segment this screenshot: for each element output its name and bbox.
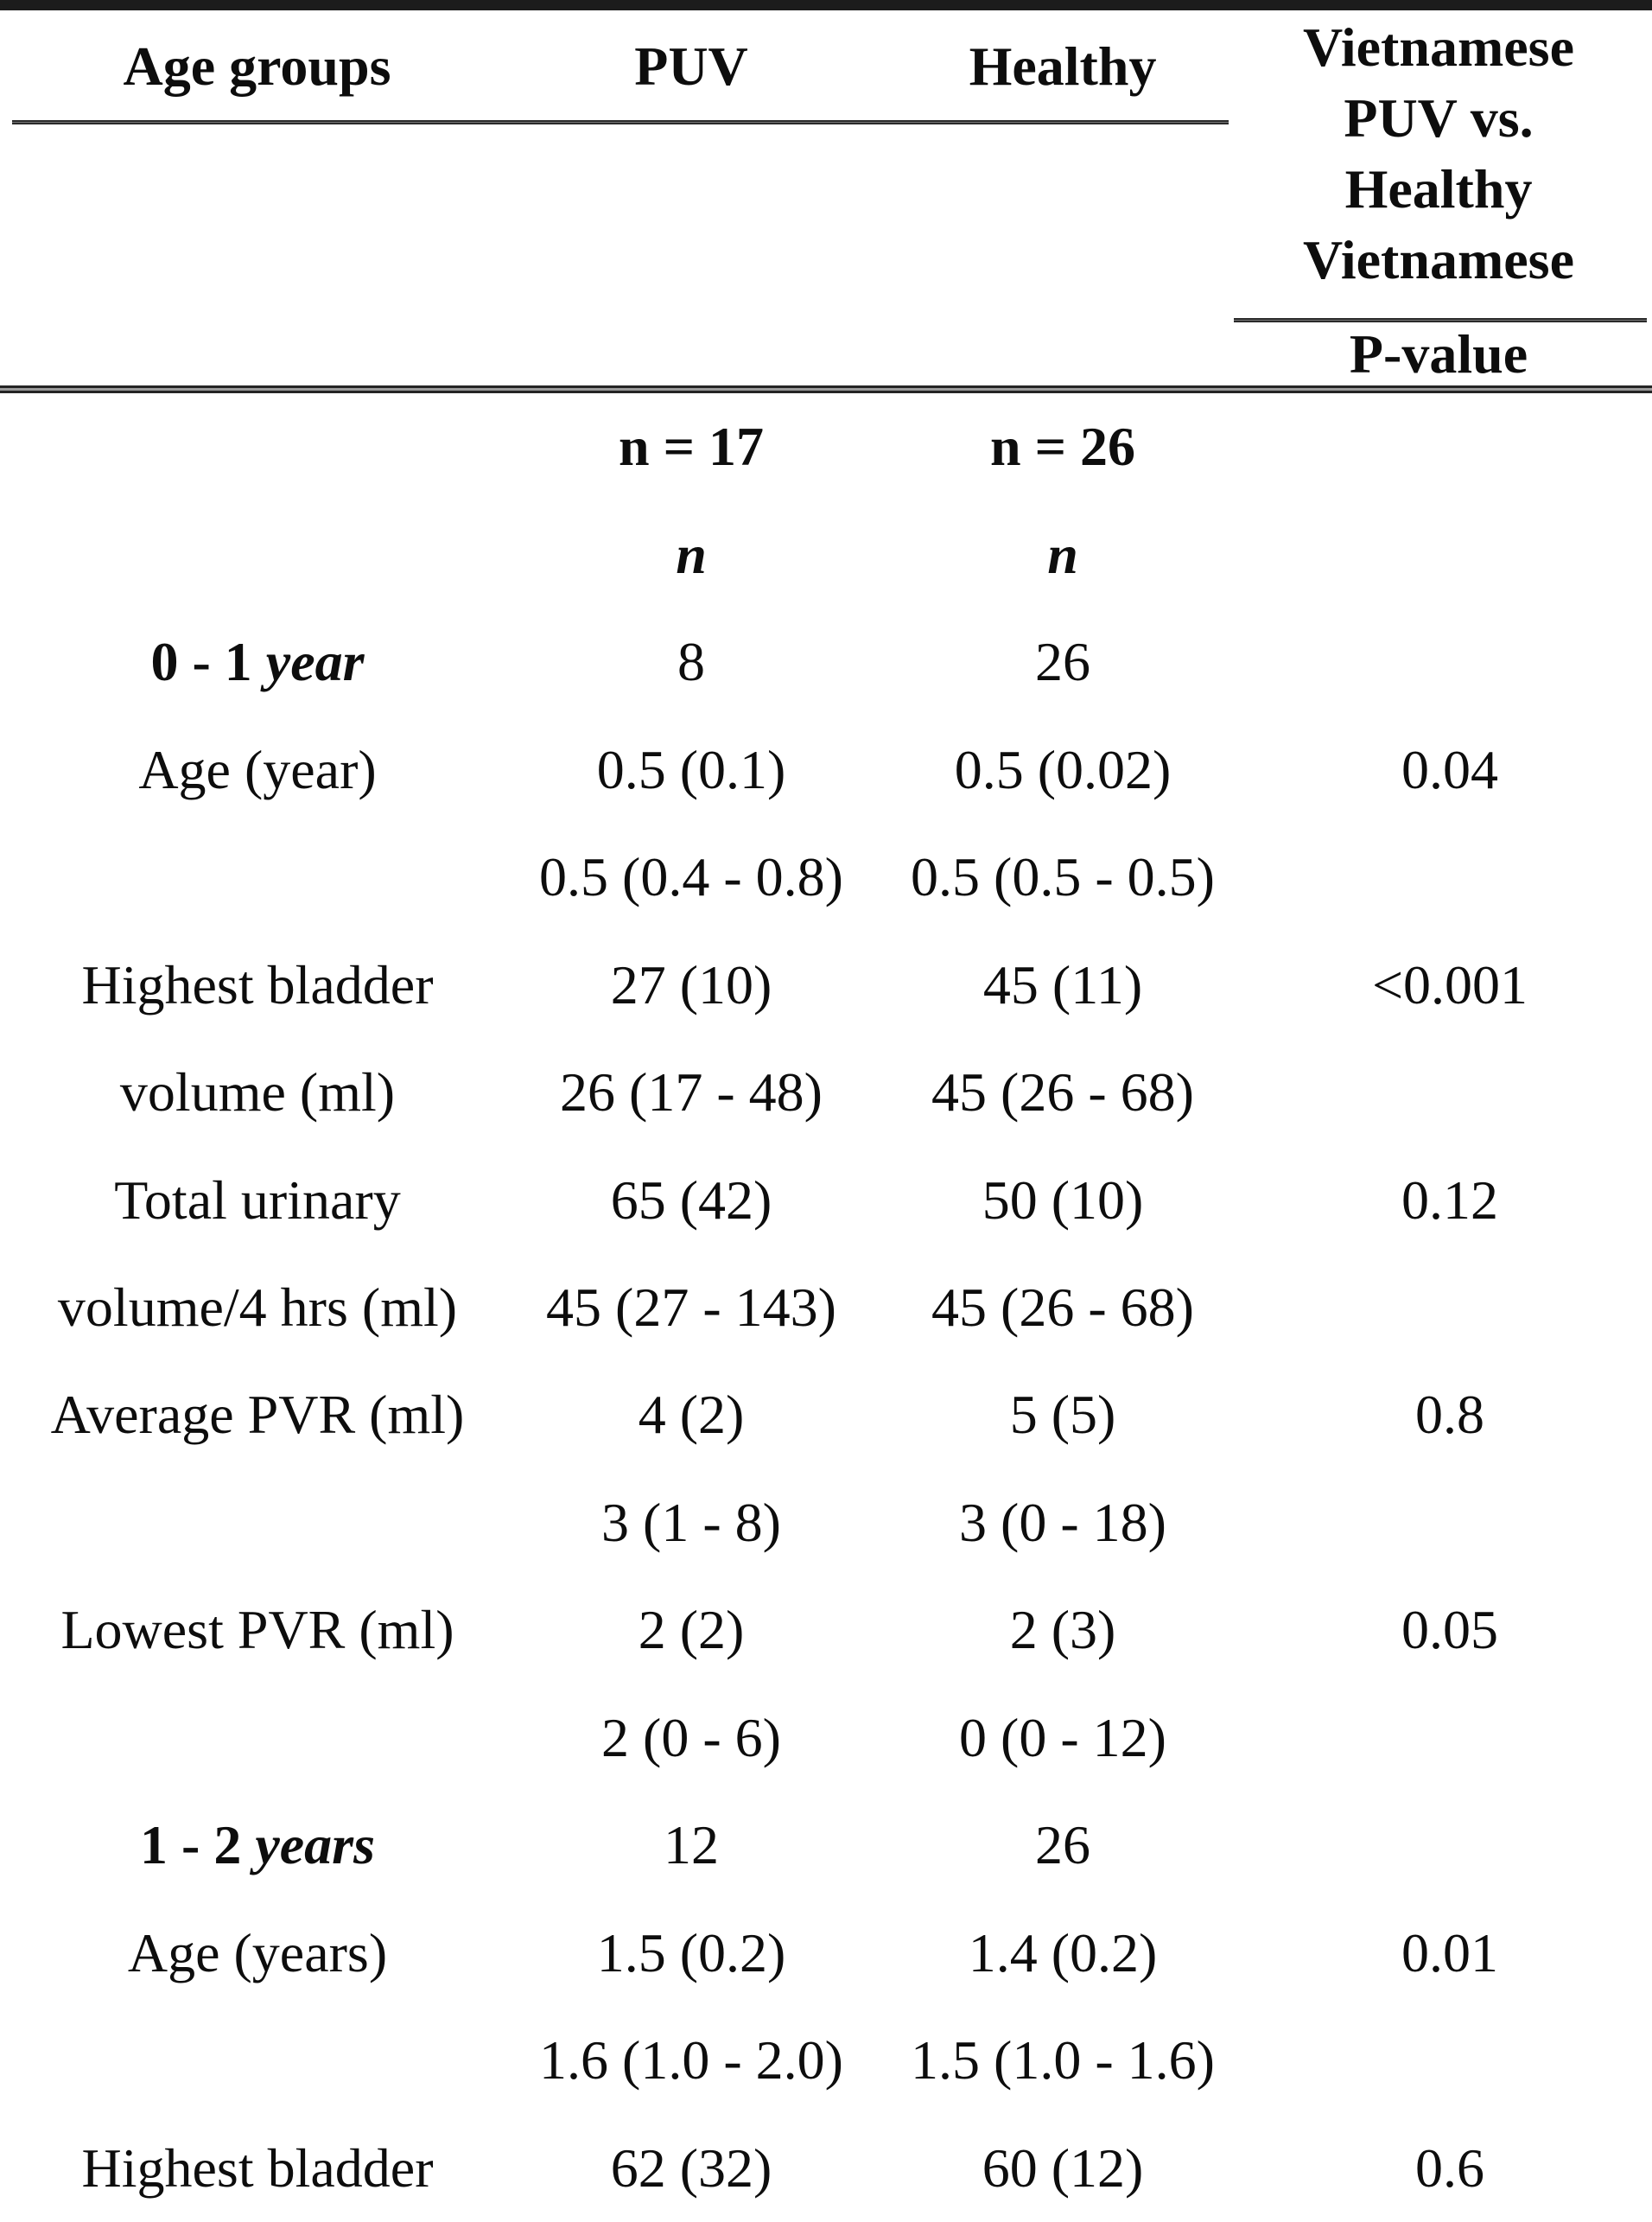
cell-pvalue: 0.01: [1401, 1921, 1498, 1983]
cell-puv: 62 (32): [610, 2136, 772, 2199]
table-row: Age (year) 0.5 (0.1) 0.5 (0.02) 0.04: [0, 716, 1652, 823]
cell-healthy: 45 (26 - 68): [931, 1276, 1194, 1338]
group-label-em: year: [265, 631, 365, 693]
table-row: volume (ml) 26 (17 - 48) 45 (26 - 68): [0, 1039, 1652, 1146]
table-row: volume/4 hrs (ml) 45 (27 - 143) 45 (26 - 6…: [0, 1254, 1652, 1361]
header-comparison: Vietnamese PUV vs. Healthy Vietnamese: [1303, 16, 1574, 290]
cell-puv: 2 (2): [638, 1599, 745, 1661]
cell-puv: 65 (42): [610, 1168, 772, 1231]
cell-healthy: 1.5 (1.0 - 1.6): [911, 2029, 1215, 2091]
cell-healthy: 2 (3): [1009, 1599, 1116, 1661]
table-row: 1.6 (1.0 - 2.0) 1.5 (1.0 - 1.6): [0, 2007, 1652, 2114]
cell-age-group: volume (ml): [119, 1061, 396, 1124]
header-rule-left: [12, 120, 1229, 124]
cell-age-group: Highest bladder: [81, 2136, 434, 2199]
cell-healthy: 26: [1035, 1814, 1090, 1876]
cell-puv: 0.5 (0.4 - 0.8): [539, 846, 843, 908]
cell-puv: 2 (0 - 6): [601, 1706, 781, 1768]
header-age-groups: Age groups: [123, 35, 391, 97]
cell-puv: 1.5 (0.2): [596, 1921, 786, 1983]
table-header: Age groups PUV Healthy Vietnamese PUV vs…: [0, 0, 1652, 393]
table-row: 0 - 1 year 8 26: [0, 608, 1652, 716]
cell-pvalue: 0.6: [1415, 2136, 1484, 2199]
table-row: Highest bladder 27 (10) 45 (11) <0.001: [0, 931, 1652, 1038]
cell-healthy: 45 (11): [982, 953, 1143, 1015]
group-label-em: years: [255, 1814, 375, 1876]
cell-healthy: 0 (0 - 12): [959, 1706, 1166, 1768]
cell-healthy: 5 (5): [1009, 1384, 1116, 1446]
table-row: 3 (1 - 8) 3 (0 - 18): [0, 1469, 1652, 1576]
cell-pvalue: 0.05: [1401, 1599, 1498, 1661]
header-rule-pvalue: [1234, 318, 1647, 322]
group-label-main: 1 - 2: [140, 1814, 256, 1876]
table-row: 1 - 2 years 12 26: [0, 1792, 1652, 1899]
cell-healthy: 3 (0 - 18): [959, 1491, 1166, 1553]
header-pvalue: P-value: [1349, 323, 1528, 385]
table-row: n = 17 n = 26: [0, 393, 1652, 500]
cell-puv: n: [676, 523, 707, 585]
cell-puv: 3 (1 - 8): [601, 1491, 781, 1553]
cell-puv: 0.5 (0.1): [596, 738, 786, 800]
table-row: 2 (0 - 6) 0 (0 - 12): [0, 1684, 1652, 1792]
cell-age-group: volume/4 hrs (ml): [57, 1276, 458, 1338]
cell-healthy: 1.4 (0.2): [968, 1921, 1158, 1983]
cell-pvalue: 0.04: [1401, 738, 1498, 800]
cell-puv: 4 (2): [638, 1384, 745, 1446]
cell-age-group: Total urinary: [114, 1168, 401, 1231]
cell-pvalue: 0.12: [1401, 1168, 1498, 1231]
cell-healthy: 0.5 (0.5 - 0.5): [911, 846, 1215, 908]
cell-puv: 12: [664, 1814, 719, 1876]
cell-puv: 27 (10): [610, 953, 772, 1015]
table-row: Highest bladder 62 (32) 60 (12) 0.6: [0, 2115, 1652, 2222]
header-bottom-border: [0, 385, 1652, 393]
cell-healthy: n: [1047, 523, 1078, 585]
cell-healthy: 26: [1035, 631, 1090, 693]
table-row: Total urinary 65 (42) 50 (10) 0.12: [0, 1146, 1652, 1253]
cell-puv: 26 (17 - 48): [560, 1061, 823, 1124]
cell-healthy: n = 26: [989, 416, 1136, 478]
cell-puv: 1.6 (1.0 - 2.0): [539, 2029, 843, 2091]
table-row: Lowest PVR (ml) 2 (2) 2 (3) 0.05: [0, 1576, 1652, 1684]
table-row: 0.5 (0.4 - 0.8) 0.5 (0.5 - 0.5): [0, 824, 1652, 931]
cell-age-group: 1 - 2 years: [0, 1813, 484, 1877]
cell-age-group: Lowest PVR (ml): [60, 1599, 454, 1661]
cell-puv: 8: [677, 631, 705, 693]
cell-healthy: 50 (10): [982, 1168, 1144, 1231]
cell-age-group: Age (years): [127, 1921, 388, 1983]
table-row: Average PVR (ml) 4 (2) 5 (5) 0.8: [0, 1361, 1652, 1468]
cell-healthy: 60 (12): [982, 2136, 1144, 2199]
cell-healthy: 0.5 (0.02): [954, 738, 1172, 800]
table-body: n = 17 n = 26 n n 0 - 1 year 8 26 Age (year) 0.5…: [0, 393, 1652, 2222]
cell-age-group: Average PVR (ml): [50, 1384, 465, 1446]
cell-age-group: 0 - 1 year: [0, 630, 484, 694]
header-healthy: Healthy: [969, 35, 1157, 97]
cell-age-group: Age (year): [138, 738, 377, 800]
cell-pvalue: <0.001: [1371, 953, 1528, 1015]
cell-pvalue: 0.8: [1415, 1384, 1484, 1446]
table-top-border: [0, 0, 1652, 10]
cell-puv: 45 (27 - 143): [546, 1276, 836, 1338]
table-row: Age (years) 1.5 (0.2) 1.4 (0.2) 0.01: [0, 1900, 1652, 2007]
header-puv: PUV: [634, 35, 748, 97]
cell-age-group: Highest bladder: [81, 953, 434, 1015]
cell-puv: n = 17: [618, 416, 765, 478]
group-label-main: 0 - 1: [150, 631, 266, 693]
cell-healthy: 45 (26 - 68): [931, 1061, 1194, 1124]
